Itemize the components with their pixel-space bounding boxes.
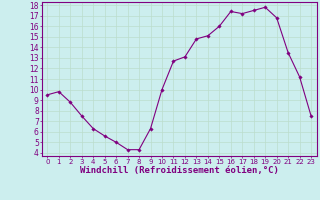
X-axis label: Windchill (Refroidissement éolien,°C): Windchill (Refroidissement éolien,°C) xyxy=(80,166,279,175)
